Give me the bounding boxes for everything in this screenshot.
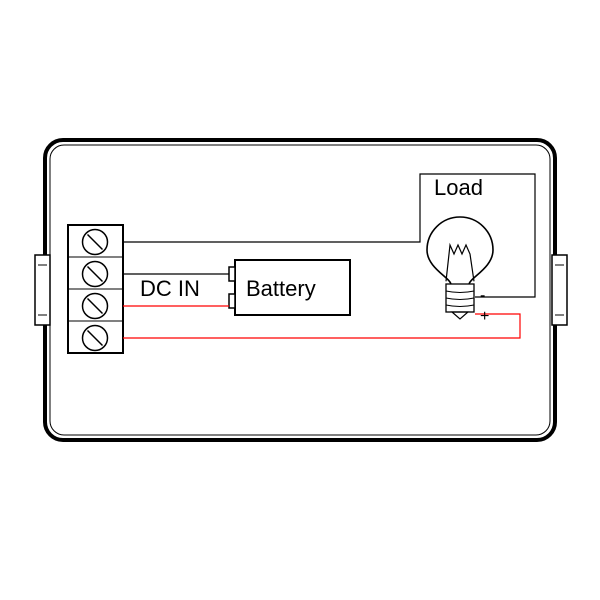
mount-tab-left xyxy=(35,255,50,325)
minus-label: - xyxy=(480,287,485,304)
battery-terminal xyxy=(229,267,235,281)
mount-tab-right xyxy=(552,255,567,325)
battery-label: Battery xyxy=(246,276,316,301)
dc_in-label: DC IN xyxy=(140,276,200,301)
plus-label: + xyxy=(480,308,489,325)
terminal-screw xyxy=(83,326,108,351)
terminal-screw xyxy=(83,294,108,319)
battery-terminal xyxy=(229,294,235,308)
terminal-screw xyxy=(83,230,108,255)
wiring-diagram: Load Battery DC IN - + xyxy=(0,0,600,600)
terminal-screw xyxy=(83,262,108,287)
load-label: Load xyxy=(434,175,483,200)
